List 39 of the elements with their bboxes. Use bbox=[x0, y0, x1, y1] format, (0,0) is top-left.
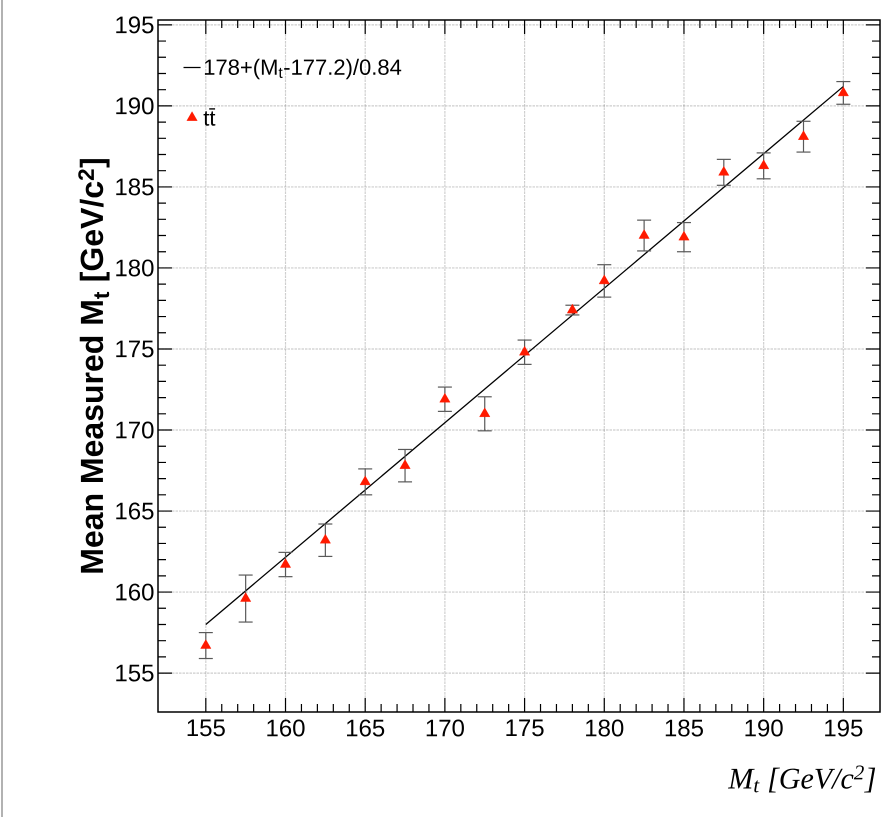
point bbox=[320, 534, 331, 544]
y-tick-label: 170 bbox=[116, 422, 154, 439]
point bbox=[519, 346, 530, 356]
x-tick-label: 160 bbox=[267, 720, 305, 737]
point bbox=[200, 639, 212, 649]
y-tick-label: 180 bbox=[116, 259, 154, 276]
y-axis-title: Mean Measured M$_{t}$ [GeV/c$^{2}$] bbox=[78, 159, 110, 573]
y-tick-label: 165 bbox=[116, 502, 154, 520]
point bbox=[758, 160, 770, 170]
point bbox=[678, 230, 690, 240]
point bbox=[567, 304, 578, 314]
point bbox=[798, 130, 809, 140]
x-tick-label: 190 bbox=[745, 720, 783, 737]
x-tick-label: 155 bbox=[188, 720, 225, 736]
x-tick-label: 180 bbox=[586, 720, 624, 737]
y-tick-label: 185 bbox=[116, 178, 154, 196]
x-tick-label: 165 bbox=[347, 720, 384, 737]
point bbox=[638, 229, 650, 239]
y-tick-label: 190 bbox=[116, 97, 154, 114]
x-tick-label: 185 bbox=[666, 720, 703, 737]
x-tick-label: 195 bbox=[825, 720, 862, 737]
point bbox=[718, 166, 730, 176]
x-tick-label: 175 bbox=[506, 720, 544, 736]
point bbox=[479, 408, 490, 418]
y-tick-label: 155 bbox=[116, 664, 154, 682]
x-tick-label: 170 bbox=[426, 720, 464, 737]
point bbox=[280, 558, 291, 568]
y-tick-label: 175 bbox=[116, 340, 154, 358]
legend-label: tt̄ bbox=[204, 108, 216, 126]
legend-label: 178+(M$_{t}$-177.2)/0.84 bbox=[204, 58, 402, 80]
point bbox=[439, 393, 450, 402]
y-tick-label: 160 bbox=[116, 584, 154, 601]
x-axis-title: M$_{t}$ [GeV/c$^{2}$] bbox=[728, 766, 876, 792]
point bbox=[240, 592, 252, 602]
y-tick-label: 195 bbox=[116, 16, 154, 34]
point bbox=[838, 86, 849, 96]
point bbox=[400, 459, 410, 469]
point bbox=[598, 274, 610, 284]
point bbox=[360, 476, 371, 486]
